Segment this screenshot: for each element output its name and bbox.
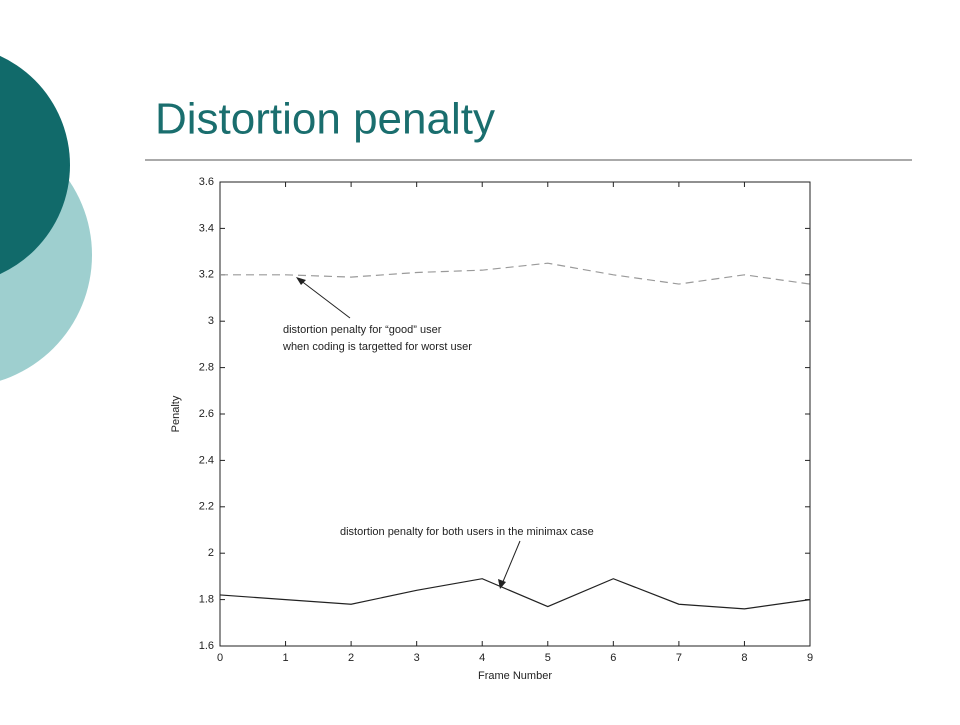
x-tick-label: 7 (676, 652, 682, 664)
y-tick-label: 3 (208, 315, 214, 327)
x-tick-label: 3 (414, 652, 420, 664)
y-tick-label: 2.6 (199, 408, 214, 420)
y-tick-label: 3.2 (199, 269, 214, 281)
annotation-arrow (299, 279, 351, 319)
x-tick-label: 1 (282, 652, 288, 664)
y-tick-label: 2 (208, 547, 214, 559)
y-tick-label: 1.6 (199, 640, 214, 652)
arrow-head (296, 277, 306, 285)
y-tick-label: 1.8 (199, 594, 214, 606)
x-tick-label: 2 (348, 652, 354, 664)
y-tick-label: 3.6 (199, 176, 214, 188)
annotation: distortion penalty for both users in the… (340, 526, 594, 538)
y-tick-label: 3.4 (199, 222, 214, 234)
series-line (219, 578, 811, 610)
annotation: distortion penalty for “good” user (283, 324, 442, 336)
x-axis-label: Frame Number (478, 670, 552, 682)
annotation: when coding is targetted for worst user (282, 341, 472, 353)
series-line (220, 262, 811, 285)
x-tick-label: 8 (741, 652, 747, 664)
x-tick-label: 5 (545, 652, 551, 664)
y-tick-label: 2.8 (199, 362, 214, 374)
x-tick-label: 6 (610, 652, 616, 664)
slide-title: Distortion penalty (155, 95, 495, 144)
decor-circle-dark (0, 55, 70, 275)
plot-frame (219, 181, 811, 647)
x-tick-label: 4 (479, 652, 485, 664)
x-tick-label: 0 (217, 652, 223, 664)
annotation-arrow (501, 540, 521, 585)
y-tick-label: 2.2 (199, 501, 214, 513)
y-axis-label: Penalty (170, 395, 182, 432)
x-tick-label: 9 (807, 652, 813, 664)
y-tick-label: 2.4 (199, 454, 214, 466)
